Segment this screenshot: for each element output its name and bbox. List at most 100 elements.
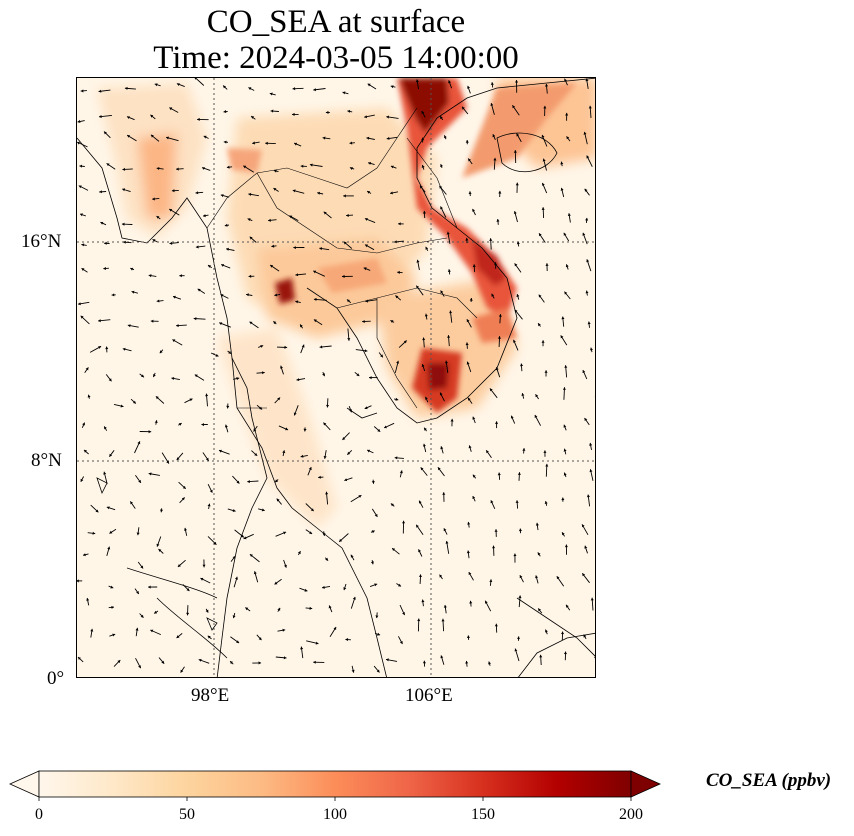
- wind-arrow-head: [417, 618, 421, 622]
- wind-arrow-head: [262, 371, 265, 375]
- wind-arrow-head: [300, 164, 304, 168]
- wind-arrow-head: [469, 600, 473, 604]
- wind-arrow-head: [280, 365, 283, 369]
- wind-arrow-head: [220, 294, 224, 297]
- wind-arrow-head: [472, 474, 476, 478]
- wind-arrow-head: [541, 340, 545, 343]
- lon-label-106e: 106°E: [405, 685, 453, 706]
- wind-arrow-head: [376, 669, 380, 673]
- wind-arrow-head: [186, 612, 190, 616]
- wind-arrow-head: [313, 88, 316, 92]
- wind-arrow-head: [518, 595, 522, 599]
- wind-arrow-head: [564, 365, 568, 368]
- coastlines: [77, 78, 595, 677]
- wind-arrow-head: [515, 182, 519, 186]
- wind-arrow-head: [176, 83, 180, 86]
- wind-arrow-head: [79, 164, 83, 168]
- wind-arrow-head: [156, 299, 160, 303]
- wind-arrow-head: [467, 85, 471, 89]
- wind-arrow-head: [493, 157, 497, 161]
- wind-arrow-head: [289, 215, 293, 219]
- wind-arrow-head: [545, 263, 549, 266]
- wind-arrow-head: [466, 635, 470, 638]
- wind-arrow-head: [398, 583, 401, 587]
- wind-arrow-head: [440, 164, 443, 167]
- wind-arrow-head: [99, 190, 102, 194]
- wind-arrow-head: [109, 453, 113, 457]
- wind-arrow-head: [421, 165, 425, 168]
- wind-arrow-head: [205, 609, 209, 613]
- wind-arrow-head: [325, 491, 329, 495]
- wind-arrow-head: [542, 182, 545, 186]
- wind-arrow-head: [343, 194, 346, 198]
- lon-label-98e: 98°E: [191, 685, 230, 706]
- wind-arrow-head: [520, 363, 524, 367]
- wind-arrow-head: [224, 424, 228, 428]
- wind-arrow-head: [362, 320, 365, 323]
- wind-arrow-head: [363, 267, 367, 271]
- wind-arrow-head: [232, 509, 236, 512]
- wind-arrow-head: [371, 530, 375, 534]
- wind-arrow-head: [81, 243, 85, 247]
- wind-arrow-head: [247, 480, 250, 484]
- wind-arrow-head: [313, 270, 317, 274]
- wind-arrow-head: [485, 600, 488, 604]
- wind-arrow-head: [535, 575, 539, 579]
- wind-arrow-head: [395, 397, 399, 401]
- colorbar-label: CO_SEA (ppbv): [706, 770, 832, 791]
- wind-arrow-head: [342, 91, 346, 95]
- wind-arrow-head: [152, 197, 155, 201]
- wind-arrow-head: [295, 273, 299, 277]
- wind-arrow-head: [282, 450, 286, 454]
- wind-arrow-head: [322, 533, 326, 536]
- wind-arrow-head: [207, 635, 211, 639]
- wind-arrow-head: [515, 500, 519, 503]
- wind-arrow-head: [202, 167, 205, 170]
- wind-arrow-head: [445, 541, 449, 544]
- wind-vectors: [77, 78, 595, 673]
- wind-arrow-head: [236, 480, 240, 484]
- wind-arrow-head: [203, 214, 206, 218]
- wind-arrow-head: [367, 83, 371, 87]
- wind-arrow-head: [582, 524, 585, 528]
- wind-arrow-head: [226, 165, 230, 169]
- wind-arrow-head: [367, 449, 371, 453]
- wind-arrow-head: [245, 607, 249, 611]
- wind-arrow-head: [521, 393, 525, 396]
- colorbar-gradient: [38, 770, 632, 798]
- wind-arrow-head: [236, 640, 240, 643]
- wind-arrow-head: [127, 116, 130, 119]
- wind-arrow-head: [490, 500, 494, 504]
- wind-arrow-head: [584, 418, 588, 421]
- wind-arrow-head: [440, 116, 443, 120]
- wind-arrow-head: [176, 457, 180, 461]
- wind-arrow-head: [200, 577, 204, 581]
- wind-arrow-head: [138, 665, 141, 669]
- wind-arrow-head: [488, 661, 491, 665]
- wind-arrow-head: [468, 158, 471, 162]
- wind-arrow-head: [472, 496, 476, 499]
- wind-arrow-head: [440, 655, 444, 659]
- wind-arrow-head: [323, 211, 327, 215]
- wind-arrow-head: [243, 165, 247, 169]
- wind-arrow-head: [104, 131, 107, 135]
- wind-arrow-head: [422, 660, 426, 664]
- wind-arrow-head: [465, 660, 469, 664]
- wind-arrow-head: [194, 374, 198, 378]
- wind-arrow-head: [466, 361, 470, 365]
- wind-arrow-head: [349, 409, 352, 413]
- wind-arrow-head: [103, 266, 106, 270]
- wind-arrow-head: [122, 167, 126, 171]
- wind-arrow-head: [309, 163, 313, 167]
- wind-arrow-head: [490, 103, 494, 106]
- wind-arrow-head: [416, 285, 420, 289]
- wind-arrow-head: [343, 241, 347, 245]
- wind-arrow-head: [103, 471, 107, 475]
- wind-arrow-head: [491, 293, 495, 297]
- wind-arrow-head: [422, 210, 426, 214]
- wind-arrow-head: [219, 449, 222, 453]
- wind-arrow-head: [351, 669, 355, 673]
- wind-arrow-head: [347, 451, 351, 455]
- wind-arrow-head: [496, 219, 500, 222]
- wind-arrow-head: [516, 133, 520, 137]
